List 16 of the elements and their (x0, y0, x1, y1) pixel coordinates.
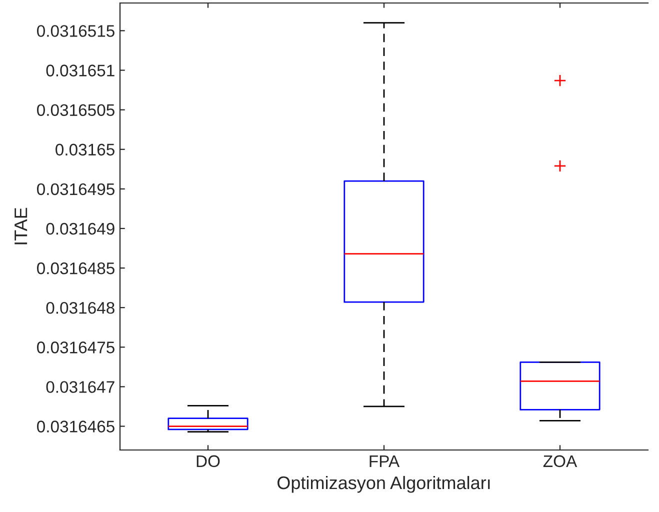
x-tick-label: DO (196, 455, 220, 468)
y-tick-label: 0.0316495 (37, 183, 114, 196)
y-tick-label: 0.0316505 (37, 104, 114, 116)
y-tick-label: 0.0316475 (37, 342, 114, 354)
y-tick-label: 0.0316465 (37, 420, 114, 432)
y-tick-label: 0.031648 (46, 302, 114, 314)
x-tick-label: FPA (370, 455, 400, 467)
y-tick-label: 0.0316485 (37, 262, 114, 274)
y-tick-label: 0.03165 (56, 144, 114, 156)
x-tick-label: ZOA (543, 455, 578, 468)
x-axis-title: Optimizasyon Algoritmaları (277, 476, 490, 493)
y-tick-label: 0.031649 (46, 222, 114, 235)
y-axis-title: ITAE (14, 208, 28, 244)
y-tick-label: 0.0316515 (37, 25, 114, 37)
y-tick-label: 0.031651 (46, 64, 114, 76)
y-tick-label: 0.031647 (46, 381, 114, 393)
